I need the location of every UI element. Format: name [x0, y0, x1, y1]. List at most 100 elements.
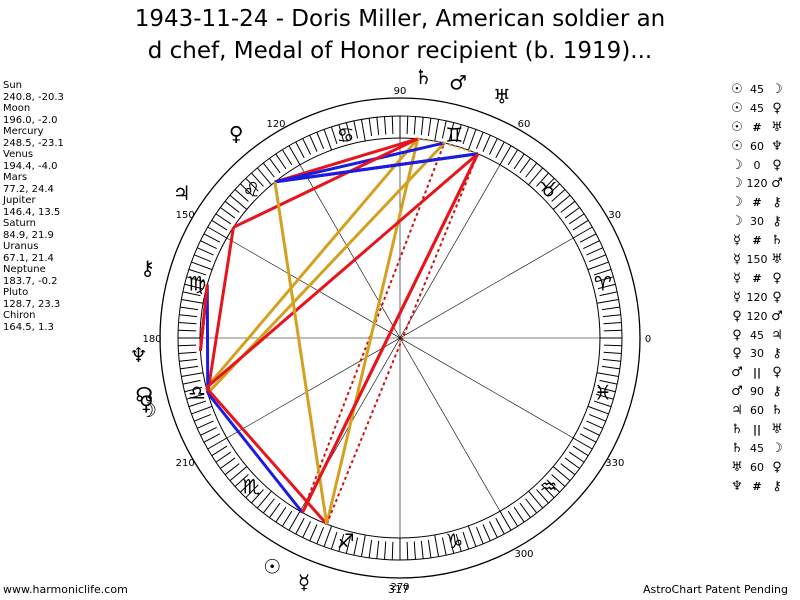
zodiac-sign-glyph: ♒: [540, 474, 558, 498]
degree-tick: [256, 167, 272, 186]
aspect-type: 60: [750, 139, 764, 153]
degree-tick: [281, 149, 293, 166]
degree-tick: [288, 510, 301, 531]
degree-tick: [239, 183, 254, 197]
degree-tick: [234, 474, 249, 487]
degree-tick: [193, 413, 212, 422]
degree-tick: [178, 344, 197, 347]
degree-tick: [541, 177, 555, 192]
degree-tick: [376, 117, 380, 136]
position-name: Neptune: [3, 264, 46, 275]
aspect-planet-1: ♀: [732, 308, 742, 324]
degree-tick: [572, 437, 593, 450]
degree-tick: [507, 149, 519, 166]
planet-glyph: ☿: [298, 570, 310, 594]
position-name: Pluto: [3, 287, 29, 298]
degree-label: 210: [176, 458, 195, 469]
aspect-planet-2: ♀: [772, 459, 782, 475]
aspect-line: [198, 284, 209, 352]
aspect-type: 0: [753, 158, 761, 172]
degree-tick: [519, 502, 531, 518]
degree-tick: [180, 365, 199, 370]
aspect-planet-1: ♀: [732, 346, 742, 362]
position-value: 67.1, 21.4: [3, 252, 54, 264]
zodiac-sign-glyph: ♋: [337, 123, 355, 147]
position-name: Saturn: [3, 218, 37, 229]
degree-tick: [599, 291, 618, 297]
degree-tick: [288, 145, 301, 166]
degree-tick: [239, 479, 254, 493]
degree-tick: [583, 240, 600, 250]
degree-tick: [191, 261, 213, 271]
position-value: 248.5, -23.1: [3, 137, 64, 149]
position-name: Sun: [3, 80, 23, 91]
degree-tick: [525, 162, 538, 178]
aspect-planet-1: ☿: [733, 251, 741, 267]
aspect-row: ☿ # ♄: [728, 231, 786, 250]
planet-glyph: ☊: [135, 383, 153, 407]
position-name: Jupiter: [3, 195, 36, 206]
degree-tick: [188, 268, 207, 276]
degree-tick: [560, 200, 576, 213]
degree-tick: [601, 365, 620, 370]
aspect-planet-1: ☉: [731, 119, 743, 135]
planet-glyph: ♅: [493, 85, 511, 109]
degree-tick: [302, 138, 312, 155]
degree-tick: [229, 466, 248, 482]
aspect-type: 45: [750, 441, 764, 455]
aspect-row: ☉ 45 ☽: [728, 80, 786, 99]
aspect-planet-1: ☉: [731, 100, 743, 116]
degree-tick: [596, 298, 619, 304]
degree-tick: [528, 167, 544, 186]
aspect-planet-1: ☿: [733, 270, 741, 286]
aspect-type: 150: [746, 252, 768, 266]
degree-tick: [229, 194, 248, 210]
aspect-planet-2: ♂: [771, 176, 783, 192]
degree-tick: [593, 268, 612, 276]
degree-tick: [203, 233, 221, 243]
aspect-planet-1: ♄: [731, 421, 743, 437]
zodiac-sign-glyph: ♎: [188, 380, 206, 404]
degree-tick: [572, 219, 589, 231]
degree-tick: [413, 541, 416, 560]
aspect-line: [232, 137, 419, 229]
aspect-type: #: [752, 120, 762, 134]
planet-glyph: ♂: [449, 71, 467, 95]
degree-tick: [220, 457, 236, 469]
position-name: Uranus: [3, 241, 39, 252]
degree-tick: [360, 119, 366, 142]
aspect-row: ♀ 45 ♃: [728, 326, 786, 345]
degree-tick: [455, 533, 462, 552]
degree-tick: [182, 291, 201, 297]
degree-tick: [596, 372, 619, 378]
aspect-planet-2: ♅: [771, 251, 783, 267]
degree-tick: [499, 510, 512, 531]
degree-label: 0: [645, 334, 651, 345]
aspect-row: ☽ 0 ♀: [728, 156, 786, 175]
outer-ring-circle: [159, 97, 641, 579]
degree-tick: [251, 489, 264, 504]
aspect-row: ☽ 30 ⚷: [728, 212, 786, 231]
degree-tick: [525, 498, 538, 514]
degree-tick: [434, 119, 440, 142]
degree-tick: [455, 124, 462, 143]
aspect-line: [444, 142, 479, 155]
aspect-row: ♄ 45 ☽: [728, 439, 786, 458]
degree-tick: [186, 276, 205, 283]
degree-tick: [595, 393, 614, 400]
degree-label: 300: [514, 549, 533, 560]
degree-tick: [309, 134, 318, 152]
degree-tick: [309, 524, 318, 542]
aspect-planet-1: ♂: [731, 365, 743, 381]
aspect-type: 90: [750, 385, 764, 399]
degree-tick: [595, 276, 614, 283]
degree-tick: [215, 451, 232, 463]
degree-tick: [345, 535, 352, 554]
degree-tick: [488, 138, 498, 155]
position-value: 183.7, -0.2: [3, 275, 58, 287]
aspect-row: ☿ # ♀: [728, 269, 786, 288]
degree-tick: [587, 405, 609, 415]
aspect-planet-2: ⚷: [772, 214, 782, 230]
degree-tick: [552, 194, 571, 210]
degree-tick: [603, 329, 622, 332]
